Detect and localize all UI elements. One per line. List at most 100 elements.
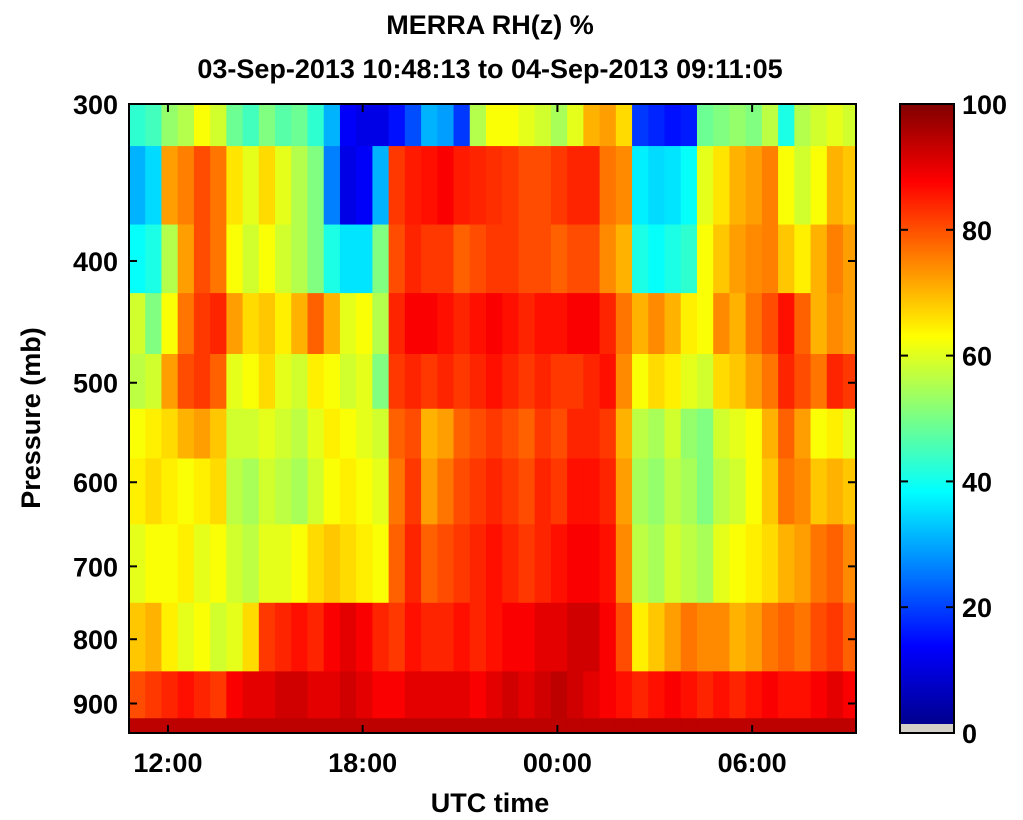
heatmap-cell (177, 224, 195, 294)
heatmap-cell (794, 718, 812, 734)
heatmap-cell (421, 671, 438, 719)
heatmap-cell (291, 293, 309, 355)
heatmap-cell (761, 524, 779, 604)
heatmap-cell (372, 146, 390, 226)
heatmap-cell (794, 408, 812, 460)
heatmap-cell (599, 146, 617, 226)
heatmap-cell (193, 354, 211, 410)
heatmap-cell (696, 104, 714, 147)
plot-frame (128, 103, 857, 734)
heatmap-cell (713, 524, 731, 604)
heatmap-cell (242, 408, 260, 460)
heatmap-cell (632, 602, 649, 672)
heatmap-cell (648, 458, 666, 525)
heatmap-cell (518, 458, 536, 525)
heatmap-cell (518, 146, 536, 226)
heatmap-cell (745, 104, 763, 147)
heatmap-cell (550, 458, 568, 525)
heatmap-cell (761, 104, 779, 147)
heatmap-cell (826, 104, 844, 147)
heatmap-cell (518, 293, 536, 355)
heatmap-cell (486, 458, 503, 525)
heatmap-cell (161, 524, 179, 604)
heatmap-cell (437, 146, 455, 226)
heatmap-cell (469, 293, 487, 355)
heatmap-cell (745, 354, 763, 410)
heatmap-cell (469, 146, 487, 226)
y-axis-label: Pressure (mb) (16, 327, 46, 509)
heatmap-cell (680, 146, 698, 226)
heatmap-cell (339, 146, 357, 226)
heatmap-cell (648, 602, 666, 672)
heatmap-cell (372, 293, 390, 355)
heatmap-cell (583, 602, 601, 672)
heatmap-cell (680, 671, 698, 719)
heatmap-cell (729, 602, 747, 672)
heatmap-cell (437, 408, 455, 460)
heatmap-cell (664, 602, 682, 672)
heatmap-cell (826, 458, 844, 525)
heatmap-cell (550, 104, 568, 147)
heatmap-cell (826, 524, 844, 604)
y-tick-label: 800 (73, 625, 118, 655)
heatmap-cell (226, 293, 244, 355)
heatmap-plot-area (129, 104, 857, 734)
chart-subtitle: 03-Sep-2013 10:48:13 to 04-Sep-2013 09:1… (197, 54, 782, 84)
heatmap-cell (307, 354, 325, 410)
heatmap-cell (275, 104, 292, 147)
heatmap-cell (648, 408, 666, 460)
heatmap-cell (177, 146, 195, 226)
heatmap-cell (632, 524, 649, 604)
colorbar-ticks: 0 20 40 60 80 100 (900, 90, 1007, 749)
heatmap-cell (567, 718, 584, 734)
y-tick-label: 600 (73, 468, 118, 498)
heatmap-cell (356, 458, 374, 525)
heatmap-cell (210, 671, 227, 719)
heatmap-cell (664, 293, 682, 355)
heatmap-cell (129, 408, 146, 460)
heatmap-cell (729, 671, 747, 719)
heatmap-cell (258, 354, 276, 410)
heatmap-cell (696, 408, 714, 460)
heatmap-cell (826, 293, 844, 355)
heatmap-cell (437, 671, 455, 719)
heatmap-cell (502, 408, 520, 460)
heatmap-cell (307, 408, 325, 460)
heatmap-cell (404, 524, 422, 604)
heatmap-cell (632, 718, 649, 734)
heatmap-cell (583, 408, 601, 460)
heatmap-cell (421, 408, 438, 460)
heatmap-cell (615, 524, 633, 604)
heatmap-cell (323, 408, 341, 460)
heatmap-cell (323, 224, 341, 294)
heatmap-cell (713, 602, 731, 672)
heatmap-cell (567, 602, 584, 672)
heatmap-cell (437, 524, 455, 604)
heatmap-cell (778, 524, 795, 604)
heatmap-cell (599, 104, 617, 147)
heatmap-cell (388, 671, 406, 719)
heatmap-cell (583, 293, 601, 355)
heatmap-cell (713, 354, 731, 410)
heatmap-cell (404, 458, 422, 525)
heatmap-cell (356, 354, 374, 410)
heatmap-cell (778, 104, 795, 147)
heatmap-cell (469, 458, 487, 525)
heatmap-cell (518, 718, 536, 734)
heatmap-cell (761, 224, 779, 294)
heatmap-cell (145, 224, 163, 294)
heatmap-cell (680, 354, 698, 410)
heatmap-cell (534, 354, 552, 410)
heatmap-cell (145, 293, 163, 355)
heatmap-cell (404, 224, 422, 294)
colorbar-gradient (900, 104, 954, 724)
heatmap-cell (502, 718, 520, 734)
heatmap-cell (275, 224, 292, 294)
heatmap-cell (599, 524, 617, 604)
heatmap-cell (242, 458, 260, 525)
heatmap-cell (826, 224, 844, 294)
heatmap-cell (372, 718, 390, 734)
heatmap-cell (502, 524, 520, 604)
heatmap-cell (567, 458, 584, 525)
heatmap-cell (486, 146, 503, 226)
